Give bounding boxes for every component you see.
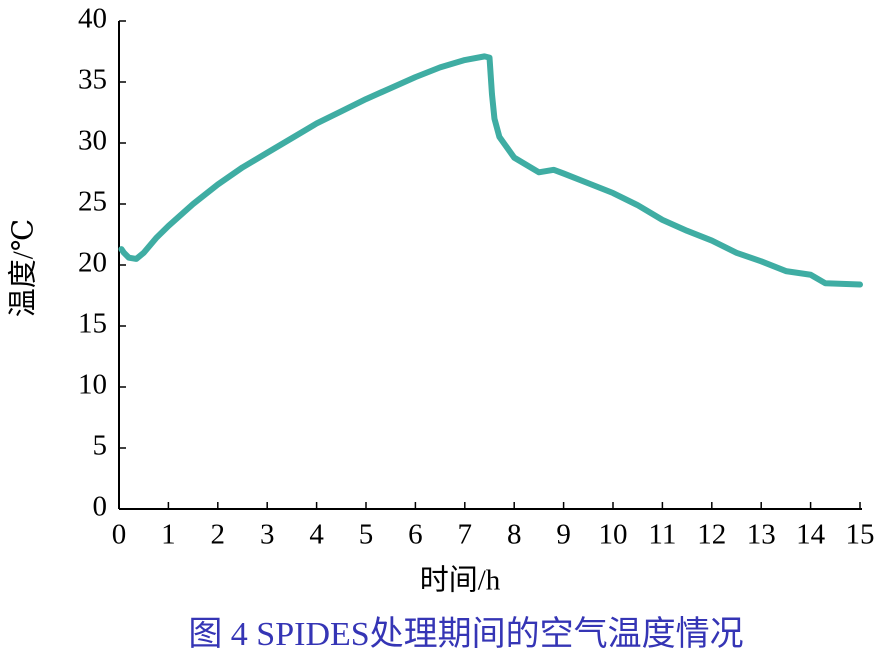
x-tick-label: 13 <box>747 519 776 551</box>
data-line <box>118 53 863 288</box>
x-tick-label: 10 <box>599 519 628 551</box>
x-tick-label: 5 <box>359 519 374 551</box>
y-tick-label: 35 <box>78 64 107 96</box>
caption: 图 4 SPIDES处理期间的空气温度情况 <box>188 615 743 653</box>
x-tick-label: 12 <box>697 519 726 551</box>
y-tick-label: 15 <box>78 308 107 340</box>
x-tick-label: 11 <box>648 519 676 551</box>
y-tick-label: 0 <box>93 491 108 523</box>
x-tick-label: 7 <box>458 519 473 551</box>
x-tick-label: 9 <box>556 519 571 551</box>
y-tick-label: 10 <box>78 369 107 401</box>
x-tick-label: 4 <box>309 519 324 551</box>
x-tick-label: 1 <box>161 519 176 551</box>
x-tick-label: 2 <box>211 519 226 551</box>
y-tick-label: 20 <box>78 247 107 279</box>
y-tick-label: 5 <box>93 430 108 462</box>
x-tick-label: 8 <box>507 519 522 551</box>
x-tick-label: 14 <box>796 519 826 551</box>
y-tick-label: 30 <box>78 125 107 157</box>
y-tick-label: 25 <box>78 186 107 218</box>
x-tick-label: 6 <box>408 519 423 551</box>
x-tick-label: 15 <box>846 519 875 551</box>
x-tick-label: 0 <box>112 519 127 551</box>
y-axis-label: 温度/℃ <box>7 219 40 318</box>
x-tick-label: 3 <box>260 519 275 551</box>
y-tick-label: 40 <box>78 3 107 35</box>
x-axis-label: 时间/h <box>420 564 501 597</box>
